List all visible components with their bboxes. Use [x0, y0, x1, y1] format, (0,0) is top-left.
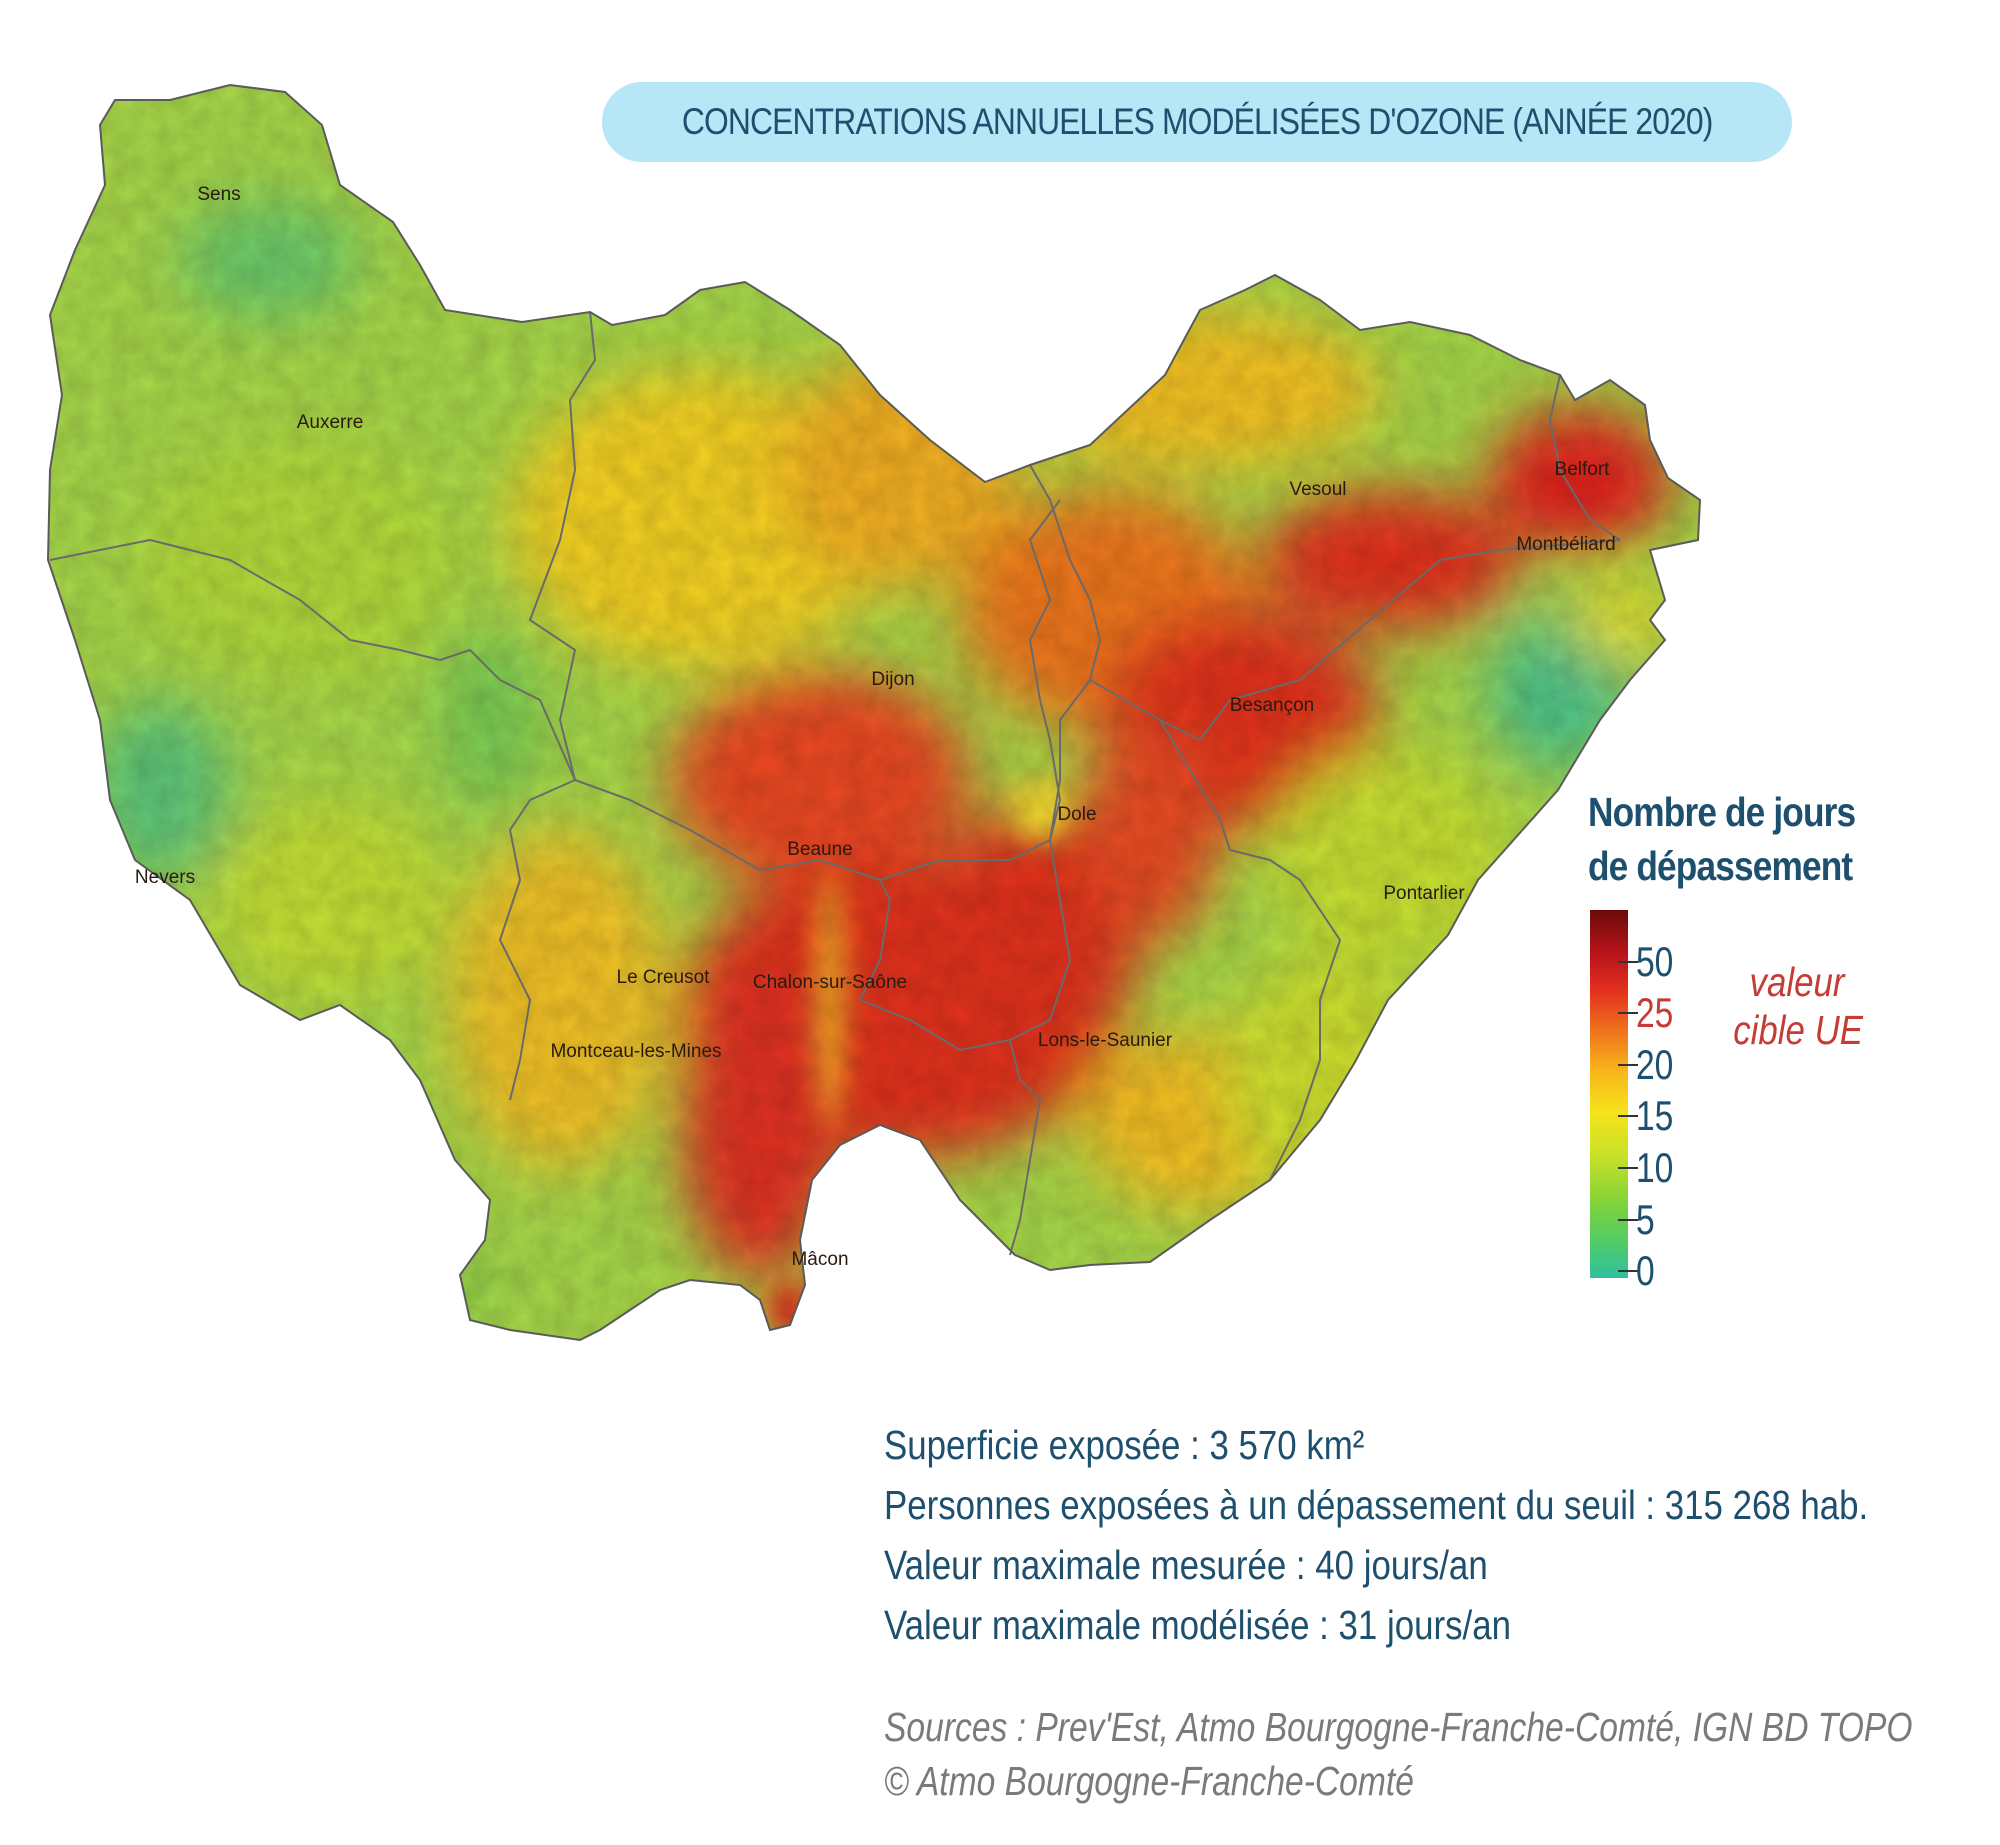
legend-tick-label: 20 — [1636, 1041, 1674, 1088]
legend-tick-label: 50 — [1636, 938, 1674, 985]
legend-tick-mark — [1618, 1270, 1638, 1272]
legend-tick-label: 5 — [1636, 1196, 1655, 1243]
department-borders — [49, 311, 1621, 1256]
city-label-chalon-sur-saone: Chalon-sur-Saône — [752, 972, 908, 993]
city-label-vesoul: Vesoul — [1289, 479, 1347, 500]
legend-eu-target-line1: valeur — [1749, 959, 1845, 1005]
city-label-dole: Dole — [1057, 804, 1097, 825]
legend-tick-label: 25 — [1636, 989, 1674, 1036]
city-label-montbeliard: Montbéliard — [1516, 534, 1616, 555]
legend-title-line1: Nombre de jours — [1588, 789, 1856, 835]
legend-tick-label: 15 — [1636, 1092, 1674, 1139]
legend-tick-mark — [1618, 961, 1638, 963]
city-label-nevers: Nevers — [134, 867, 196, 888]
city-label-beaune: Beaune — [787, 839, 853, 860]
sources-line: Sources : Prev'Est, Atmo Bourgogne-Franc… — [884, 1704, 1913, 1750]
legend-tick-mark — [1618, 1012, 1638, 1014]
legend-tick-label: 0 — [1636, 1247, 1655, 1294]
stat-exposed-area: Superficie exposée : 3 570 km² — [884, 1422, 1365, 1468]
city-label-sens: Sens — [197, 184, 241, 205]
region-outline — [46, 83, 1702, 1342]
legend-tick-mark — [1618, 1064, 1638, 1066]
stat-exposed-people: Personnes exposées à un dépassement du s… — [884, 1482, 1869, 1528]
city-label-lons-le-saunier: Lons-le-Saunier — [1037, 1030, 1173, 1051]
stat-max-modelled: Valeur maximale modélisée : 31 jours/an — [884, 1602, 1511, 1648]
copyright-line: © Atmo Bourgogne-Franche-Comté — [884, 1758, 1414, 1804]
stat-max-measured: Valeur maximale mesurée : 40 jours/an — [884, 1542, 1488, 1588]
legend-eu-target-note: valeur cible UE — [1722, 958, 1872, 1054]
legend-title: Nombre de jours de dépassement — [1588, 785, 1988, 893]
city-label-pontarlier: Pontarlier — [1383, 883, 1465, 904]
city-label-besancon: Besançon — [1229, 695, 1315, 716]
city-label-belfort: Belfort — [1554, 459, 1610, 480]
city-label-macon: Mâcon — [791, 1249, 849, 1270]
legend-tick-label: 10 — [1636, 1144, 1674, 1191]
map-title: CONCENTRATIONS ANNUELLES MODÉLISÉES D'OZ… — [602, 82, 1792, 162]
city-label-dijon: Dijon — [871, 669, 915, 690]
legend-tick-mark — [1618, 1167, 1638, 1169]
city-label-montceau-les-mines: Montceau-les-Mines — [550, 1041, 722, 1062]
legend-tick-mark — [1618, 1115, 1638, 1117]
city-label-auxerre: Auxerre — [296, 412, 364, 433]
sources-credit: Sources : Prev'Est, Atmo Bourgogne-Franc… — [884, 1700, 2000, 1808]
city-label-le-creusot: Le Creusot — [616, 967, 710, 988]
legend-color-bar — [1590, 910, 1628, 1278]
legend-eu-target-line2: cible UE — [1733, 1007, 1864, 1053]
exposure-stats: Superficie exposée : 3 570 km² Personnes… — [884, 1415, 2000, 1655]
map-title-text: CONCENTRATIONS ANNUELLES MODÉLISÉES D'OZ… — [681, 101, 1713, 142]
legend-tick-mark — [1618, 1219, 1638, 1221]
legend-title-line2: de dépassement — [1588, 843, 1853, 889]
map-heat-layer — [48, 85, 1700, 1340]
